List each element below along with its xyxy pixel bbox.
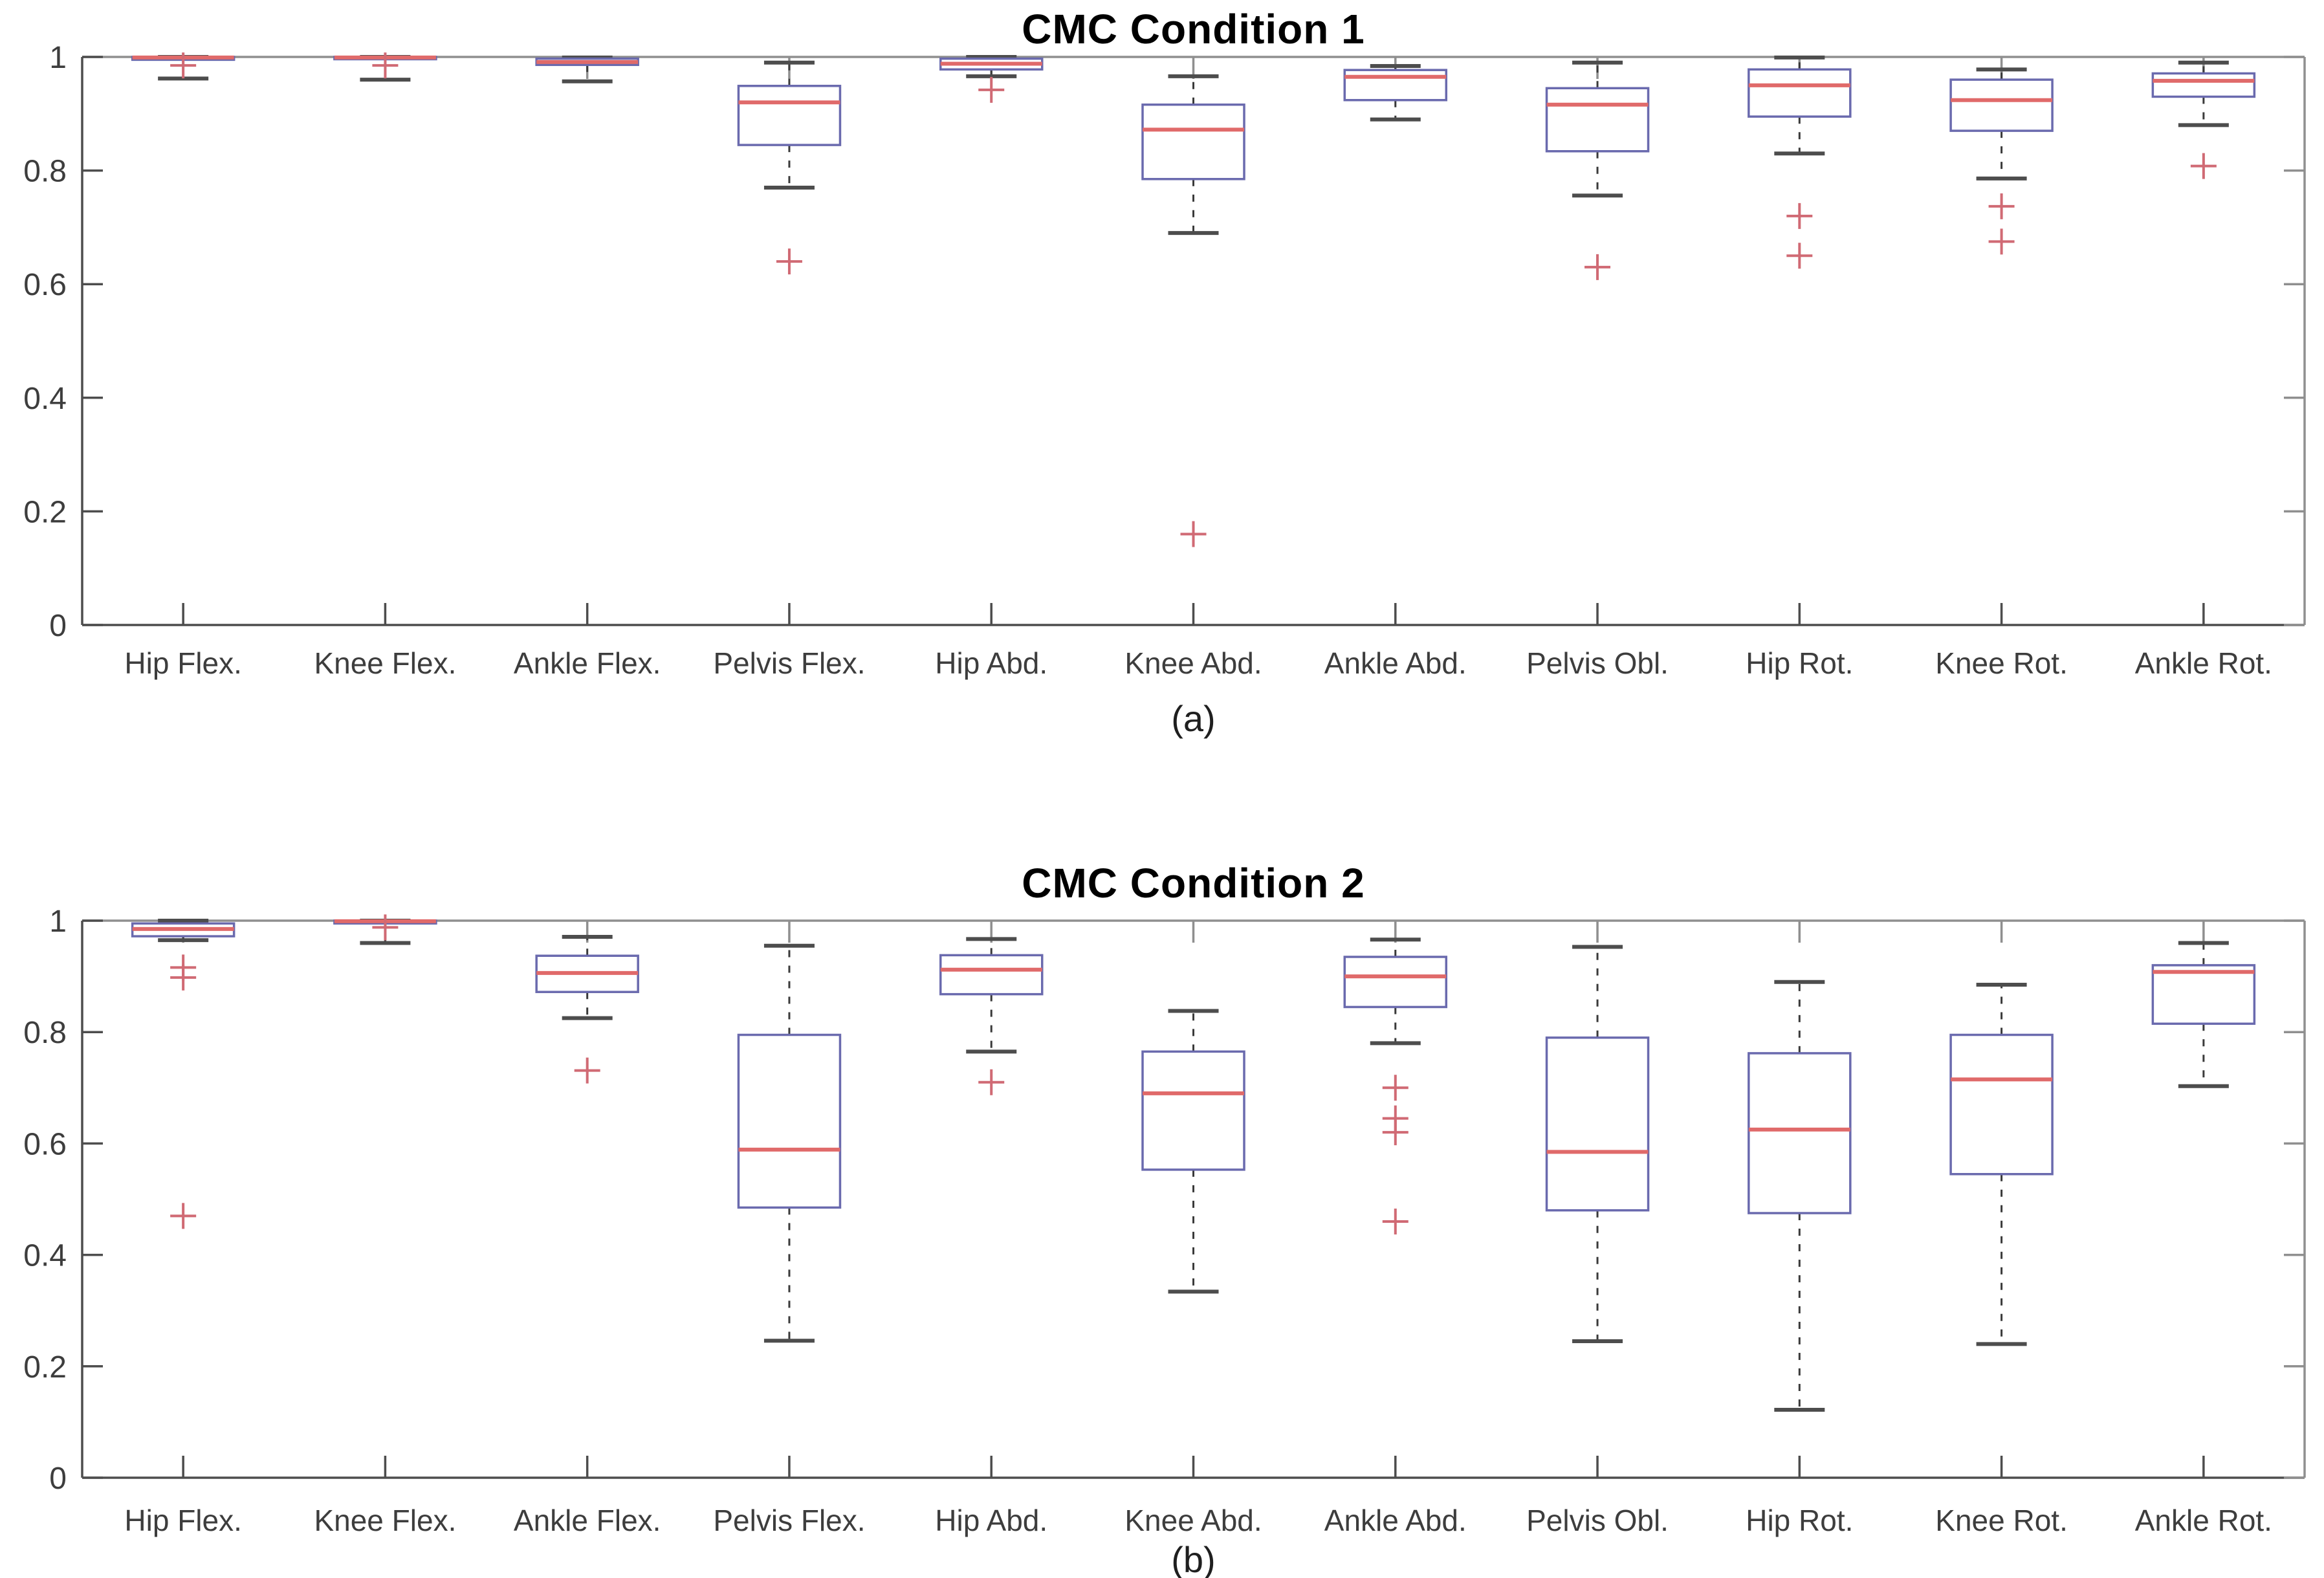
boxplot-knee-flex-b bbox=[333, 914, 437, 945]
boxplot-hip-flex-b bbox=[131, 919, 236, 1229]
y-tick-label-0_8: 0.8 bbox=[23, 1016, 67, 1050]
boxplot-ankle-abd-a bbox=[1343, 64, 1448, 122]
boxplot-ankle-flex-a bbox=[535, 55, 639, 83]
outlier-marker bbox=[776, 248, 802, 275]
category-label-knee-flex: Knee Flex. bbox=[314, 1504, 456, 1537]
outlier-marker bbox=[1382, 1208, 1409, 1234]
boxplot-ankle-flex-b bbox=[535, 934, 639, 1084]
outlier-marker bbox=[1786, 243, 1813, 269]
boxplot-knee-rot-a bbox=[1949, 67, 2054, 255]
y-tick-label-0: 0 bbox=[49, 1462, 67, 1496]
iqr-box bbox=[2151, 72, 2256, 98]
boxplot-ankle-abd-b bbox=[1343, 937, 1448, 1234]
outlier-marker bbox=[170, 1203, 197, 1229]
outlier-marker bbox=[170, 964, 197, 991]
outlier-marker bbox=[574, 1057, 600, 1084]
chart-b-sublabel: (b) bbox=[1171, 1539, 1216, 1578]
outlier-marker bbox=[978, 76, 1005, 103]
y-tick-label-0_2: 0.2 bbox=[23, 495, 67, 529]
boxplot-hip-abd-b bbox=[939, 937, 1044, 1095]
category-label-knee-abd: Knee Abd. bbox=[1124, 646, 1262, 680]
y-tick-label-0_6: 0.6 bbox=[23, 268, 67, 302]
boxplot-knee-flex-a bbox=[333, 52, 437, 82]
category-label-pelvis-obl: Pelvis Obl. bbox=[1526, 646, 1669, 680]
outlier-marker bbox=[1786, 203, 1813, 229]
panel-a: 0 0.2 0.4 0.6 0.8 1 Hip Flex. Knee Flex. Ankle F… bbox=[23, 41, 2306, 680]
category-label-hip-abd: Hip Abd. bbox=[935, 646, 1047, 680]
outlier-marker bbox=[1180, 521, 1207, 547]
y-tick-label-0_4: 0.4 bbox=[23, 1239, 67, 1273]
boxplot-hip-rot-a bbox=[1748, 55, 1852, 269]
iqr-box bbox=[1343, 69, 1448, 102]
boxplot-ankle-rot-b bbox=[2151, 941, 2256, 1088]
boxplot-ankle-rot-a bbox=[2151, 60, 2256, 179]
boxplot-pelvis-flex-b bbox=[737, 943, 842, 1343]
boxplot-knee-abd-a bbox=[1141, 74, 1245, 547]
category-label-hip-rot: Hip Rot. bbox=[1746, 1504, 1853, 1537]
category-label-ankle-abd: Ankle Abd. bbox=[1324, 646, 1467, 680]
category-label-pelvis-obl: Pelvis Obl. bbox=[1526, 1504, 1669, 1537]
outlier-marker bbox=[1382, 1075, 1409, 1101]
y-tick-label-0_2: 0.2 bbox=[23, 1350, 67, 1385]
boxplot-pelvis-flex-a bbox=[737, 60, 842, 275]
iqr-box bbox=[1949, 78, 2054, 132]
boxplot-knee-rot-b bbox=[1949, 983, 2054, 1346]
iqr-box bbox=[1949, 1033, 2054, 1176]
iqr-box bbox=[737, 85, 842, 146]
y-tick-label-0_6: 0.6 bbox=[23, 1127, 67, 1161]
outlier-marker bbox=[1988, 228, 2015, 255]
iqr-box bbox=[1748, 1052, 1852, 1214]
boxplot-hip-rot-b bbox=[1748, 980, 1852, 1412]
outlier-marker bbox=[372, 914, 399, 941]
iqr-box bbox=[1545, 1036, 1650, 1212]
outlier-marker bbox=[372, 52, 399, 79]
outlier-marker bbox=[1988, 193, 2015, 219]
chart-b-title: CMC Condition 2 bbox=[1022, 860, 1365, 906]
category-label-ankle-flex: Ankle Flex. bbox=[514, 1504, 661, 1537]
chart-a-title: CMC Condition 1 bbox=[1022, 6, 1365, 52]
iqr-box bbox=[1141, 104, 1245, 181]
y-tick-label-1: 1 bbox=[49, 41, 67, 75]
category-label-hip-abd: Hip Abd. bbox=[935, 1504, 1047, 1537]
iqr-box bbox=[1343, 956, 1448, 1009]
outlier-marker bbox=[978, 1069, 1005, 1095]
category-label-pelvis-flex: Pelvis Flex. bbox=[713, 646, 865, 680]
category-label-ankle-flex: Ankle Flex. bbox=[514, 646, 661, 680]
y-tick-label-1: 1 bbox=[49, 904, 67, 939]
iqr-box bbox=[939, 954, 1044, 996]
y-tick-label-0_4: 0.4 bbox=[23, 382, 67, 416]
category-label-ankle-rot: Ankle Rot. bbox=[2135, 646, 2272, 680]
y-tick-label-0_8: 0.8 bbox=[23, 155, 67, 189]
category-label-knee-abd: Knee Abd. bbox=[1124, 1504, 1262, 1537]
category-label-pelvis-flex: Pelvis Flex. bbox=[713, 1504, 865, 1537]
boxplot-hip-abd-a bbox=[939, 55, 1044, 103]
category-label-knee-rot: Knee Rot. bbox=[1935, 646, 2068, 680]
iqr-box bbox=[2151, 964, 2256, 1025]
category-label-ankle-rot: Ankle Rot. bbox=[2135, 1504, 2272, 1537]
outlier-marker bbox=[1584, 254, 1611, 280]
category-label-ankle-abd: Ankle Abd. bbox=[1324, 1504, 1467, 1537]
boxplot-hip-flex-a bbox=[131, 52, 236, 81]
boxplot-knee-abd-b bbox=[1141, 1009, 1245, 1294]
boxplot-pelvis-obl-a bbox=[1545, 60, 1650, 280]
chart-a-sublabel: (a) bbox=[1171, 698, 1216, 739]
panel-b: 0 0.2 0.4 0.6 0.8 1 Hip Flex. Knee Flex. Ankle F… bbox=[23, 904, 2306, 1537]
outlier-marker bbox=[2190, 153, 2217, 179]
iqr-box bbox=[1141, 1050, 1245, 1171]
boxplot-pelvis-obl-b bbox=[1545, 945, 1650, 1344]
category-label-hip-rot: Hip Rot. bbox=[1746, 646, 1853, 680]
category-label-hip-flex: Hip Flex. bbox=[124, 646, 241, 680]
iqr-box bbox=[737, 1033, 842, 1209]
category-label-knee-flex: Knee Flex. bbox=[314, 646, 456, 680]
category-label-knee-rot: Knee Rot. bbox=[1935, 1504, 2068, 1537]
iqr-box bbox=[1545, 87, 1650, 153]
y-tick-label-0: 0 bbox=[49, 609, 67, 643]
iqr-box bbox=[1748, 68, 1852, 118]
category-label-hip-flex: Hip Flex. bbox=[124, 1504, 241, 1537]
outlier-marker bbox=[1382, 1119, 1409, 1146]
outlier-marker bbox=[170, 52, 197, 79]
